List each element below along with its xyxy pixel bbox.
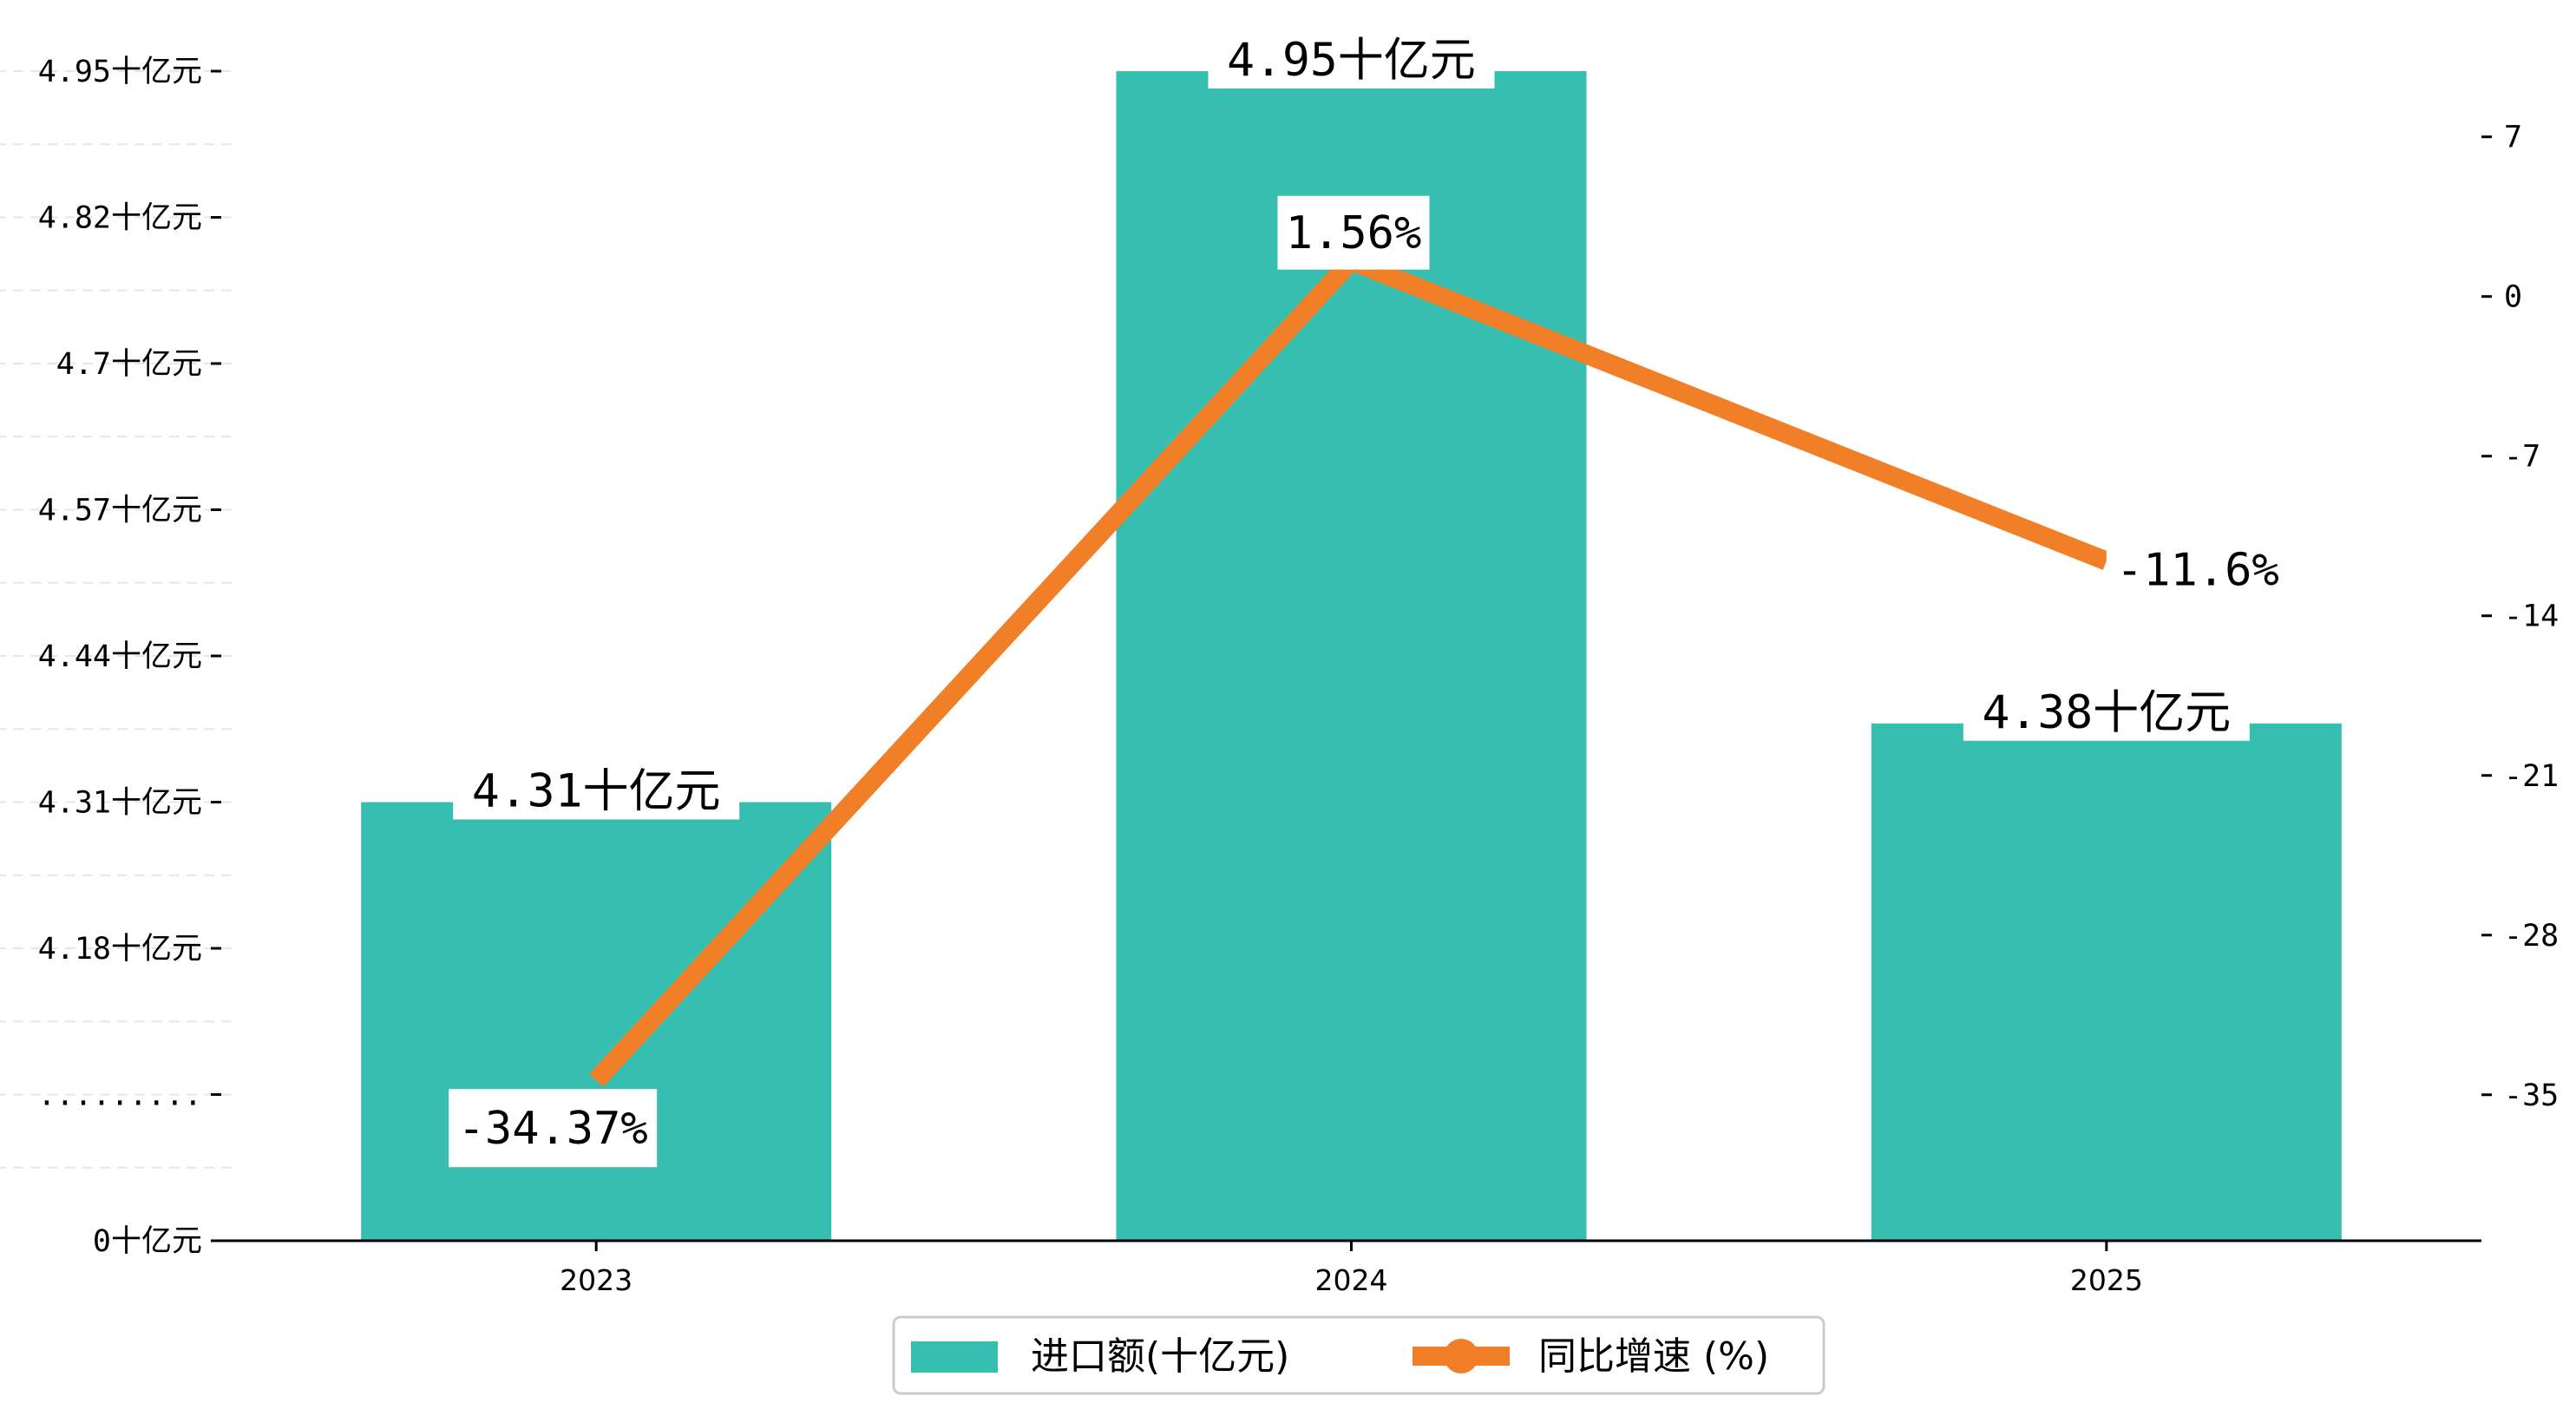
line-label-box <box>1277 195 1430 270</box>
left-axis-tick-label: ......... <box>37 1078 202 1113</box>
bar-2025 <box>1871 723 2342 1241</box>
line-value-label: -34.37% <box>458 1103 648 1155</box>
legend: 进口额(十亿元) 同比增速 (%) <box>892 1315 1825 1395</box>
right-axis-tick-label: -21 <box>2504 759 2559 794</box>
right-axis-tick-label: -14 <box>2504 600 2559 634</box>
x-axis-tick-label: 2024 <box>1315 1263 1388 1297</box>
right-axis-tick-label: -28 <box>2504 919 2559 954</box>
bar-label-box <box>1208 35 1495 88</box>
legend-label-bar: 进口额(十亿元) <box>1031 1334 1289 1379</box>
right-axis-tick-label: -35 <box>2504 1078 2559 1113</box>
bar-label-box <box>453 765 740 820</box>
line-value-label: -11.6% <box>2116 545 2279 597</box>
right-axis-tick-label: -7 <box>2504 440 2540 475</box>
left-axis-tick-label: 0十亿元 <box>93 1224 202 1259</box>
left-axis-tick-label: 4.95十亿元 <box>38 55 202 89</box>
bar-value-label: 4.31十亿元 <box>472 765 721 818</box>
x-axis-tick-label: 2025 <box>2070 1263 2143 1297</box>
line-label-box <box>449 1089 658 1168</box>
left-axis-tick-label: 4.18十亿元 <box>38 932 202 967</box>
bar-2023 <box>361 802 832 1241</box>
right-axis-tick-label: 0 <box>2504 280 2522 315</box>
left-axis-tick-label: 4.31十亿元 <box>38 786 202 821</box>
bar-value-label: 4.95十亿元 <box>1227 34 1476 87</box>
legend-label-line: 同比增速 (%) <box>1538 1334 1769 1379</box>
left-axis-tick-label: 4.57十亿元 <box>38 494 202 528</box>
left-axis-tick-label: 4.44十亿元 <box>38 639 202 674</box>
bar-value-label: 4.38十亿元 <box>1983 686 2232 739</box>
x-axis-tick-label: 2023 <box>560 1263 633 1297</box>
axes: 0十亿元......... 4.18十亿元 4.31十亿元 4.44十亿元 4.57十亿… <box>37 55 2559 1297</box>
left-axis-tick-label: 4.82十亿元 <box>38 201 202 236</box>
legend-swatch-marker <box>1444 1339 1478 1373</box>
data-labels: 4.31十亿元 4.95十亿元 4.38十亿元 -34.37% 1.56% -11.6% <box>449 34 2289 1168</box>
right-axis-tick-label: 7 <box>2504 121 2522 155</box>
line-value-label: 1.56% <box>1286 207 1422 259</box>
left-axis-tick-label: 4.7十亿元 <box>56 347 202 382</box>
legend-box <box>892 1315 1825 1395</box>
bar-label-box <box>1963 686 2250 741</box>
line-label-box <box>2106 536 2289 603</box>
legend-swatch-bar <box>911 1341 998 1373</box>
gridlines <box>0 70 232 1169</box>
